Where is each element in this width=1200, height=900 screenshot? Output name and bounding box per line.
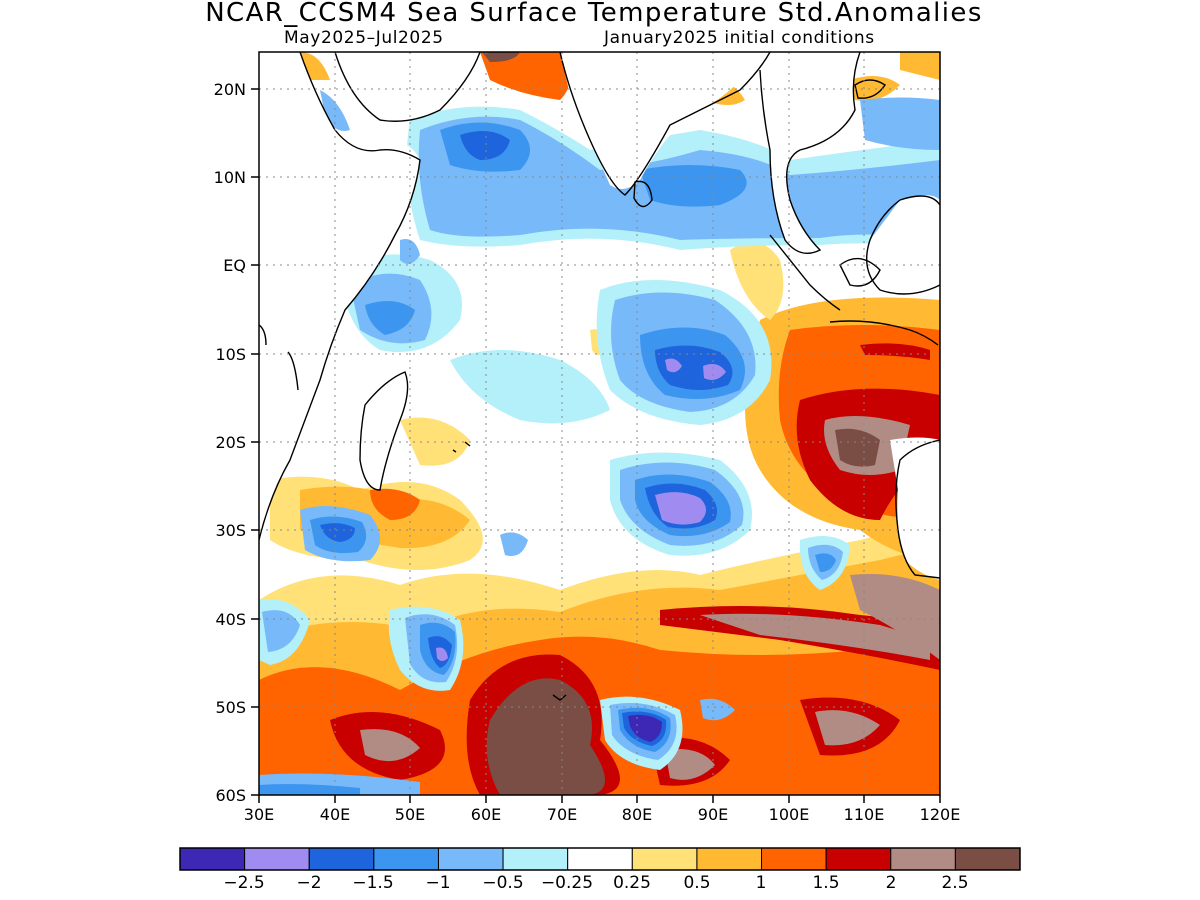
- lon-label: 40E: [320, 805, 350, 824]
- colorbar-swatch: [437, 847, 504, 871]
- lon-label: 120E: [920, 805, 961, 824]
- lon-label: 60E: [471, 805, 501, 824]
- colorbar-label: 2.5: [941, 873, 968, 893]
- colorbar-label: 0.5: [683, 873, 710, 893]
- lon-label: 30E: [244, 805, 274, 824]
- colorbar-label: −2.5: [223, 873, 264, 893]
- colorbar-label: 1.5: [812, 873, 839, 893]
- lat-label: 10N: [214, 168, 246, 187]
- initial-conditions-label: January2025 initial conditions: [604, 28, 875, 48]
- colorbar-label: −0.25: [541, 873, 593, 893]
- colorbar-swatch: [244, 847, 310, 871]
- lat-label: 50S: [215, 698, 246, 717]
- colorbar-label: 0.25: [613, 873, 651, 893]
- lat-label: 40S: [215, 610, 246, 629]
- lat-label: 60S: [215, 786, 246, 805]
- colorbar-label: 2: [886, 873, 897, 893]
- colorbar-swatch: [696, 847, 763, 871]
- colorbar: [179, 847, 1021, 871]
- lon-labels: 30E 40E 50E 60E 70E 80E 90E 100E 110E 12…: [244, 805, 961, 824]
- colorbar-label: −0.5: [482, 873, 523, 893]
- lon-label: 90E: [698, 805, 728, 824]
- colorbar-swatch: [890, 847, 956, 871]
- lat-tick-marks: [251, 88, 259, 796]
- colorbar-labels: −2.5 −2 −1.5 −1 −0.5 −0.25 0.25 0.5 1 1.…: [223, 873, 968, 893]
- colorbar-swatch: [825, 847, 892, 871]
- lat-label: 20N: [214, 80, 246, 99]
- colorbar-swatch: [954, 847, 1021, 871]
- map-title: NCAR_CCSM4 Sea Surface Temperature Std.A…: [205, 0, 983, 28]
- lat-label: 10S: [215, 345, 246, 364]
- lat-label: 30S: [215, 521, 246, 540]
- colorbar-swatch: [761, 847, 827, 871]
- lon-tick-marks: [258, 795, 941, 803]
- lat-label: EQ: [223, 256, 246, 275]
- forecast-period: May2025–Jul2025: [284, 28, 444, 48]
- lon-label: 110E: [844, 805, 885, 824]
- map-grid: [259, 52, 940, 795]
- colorbar-label: −2: [296, 873, 321, 893]
- colorbar-swatch: [631, 847, 698, 871]
- colorbar-label: −1: [425, 873, 450, 893]
- colorbar-frame: [179, 847, 1021, 871]
- lat-labels: 20N 10N EQ 10S 20S 30S 40S 50S 60S: [214, 80, 246, 805]
- lon-label: 100E: [769, 805, 810, 824]
- lon-label: 50E: [395, 805, 425, 824]
- map-frame: [258, 51, 941, 796]
- colorbar-swatch: [308, 847, 375, 871]
- lat-label: 20S: [215, 433, 246, 452]
- colorbar-swatch: [502, 847, 569, 871]
- colorbar-label: 1: [756, 873, 767, 893]
- lon-label: 70E: [547, 805, 577, 824]
- colorbar-swatch: [373, 847, 439, 871]
- colorbar-swatch: [179, 847, 246, 871]
- anomaly-field: [259, 52, 940, 795]
- colorbar-label: −1.5: [352, 873, 393, 893]
- lon-label: 80E: [622, 805, 652, 824]
- colorbar-swatch: [567, 847, 633, 871]
